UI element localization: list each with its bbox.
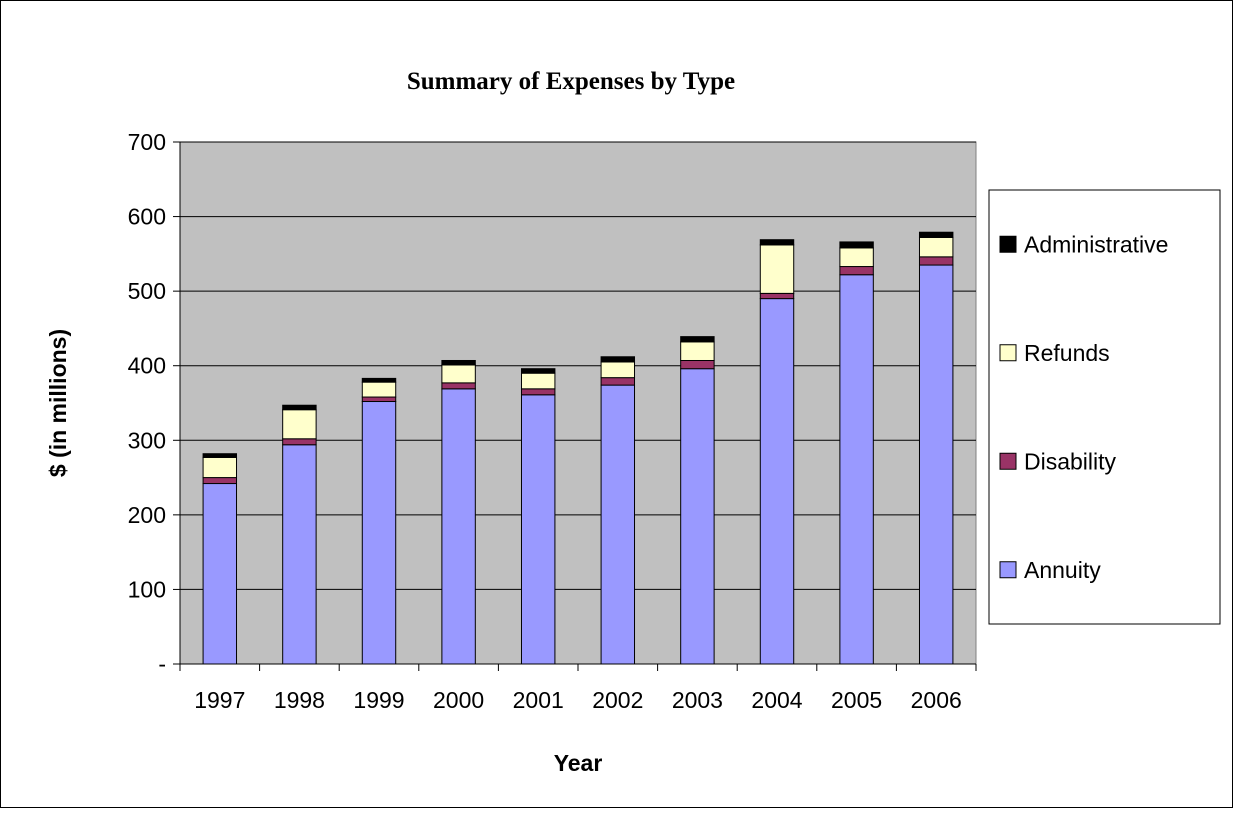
x-tick-label: 1998 bbox=[274, 687, 325, 713]
bar-segment-administrative-1998 bbox=[282, 404, 317, 411]
bar-segment-refunds-2001 bbox=[520, 372, 556, 390]
bar-segment-annuity-2005 bbox=[839, 274, 874, 665]
bar-segment-administrative-2003 bbox=[680, 336, 715, 343]
y-axis-label: $ (in millions) bbox=[45, 329, 71, 477]
bar-segment-refunds-1997 bbox=[202, 456, 238, 479]
x-ticks: 1997 1998 1999 2000 2001 2002 2003 2004 2005 2006 bbox=[179, 664, 977, 713]
bar-segment-refunds-2004 bbox=[759, 244, 795, 294]
legend: Administrative Refunds Disability Annuity bbox=[999, 231, 1168, 583]
x-tick-label: 2001 bbox=[513, 687, 564, 713]
bar-segment-disability-2006 bbox=[918, 256, 954, 266]
bar-segment-administrative-1999 bbox=[361, 377, 397, 383]
y-tick-label: 600 bbox=[128, 204, 166, 230]
bar-segment-refunds-1999 bbox=[361, 381, 397, 398]
bar-segment-annuity-2004 bbox=[759, 298, 795, 665]
legend-swatch-refunds bbox=[999, 344, 1017, 362]
bar-segment-disability-2002 bbox=[600, 377, 636, 386]
bar-segment-refunds-2006 bbox=[918, 236, 954, 258]
x-axis-label: Year bbox=[554, 750, 603, 776]
legend-label-annuity: Annuity bbox=[1024, 557, 1101, 583]
bar-segment-administrative-2000 bbox=[441, 359, 476, 366]
bar-segment-administrative-2001 bbox=[520, 368, 556, 374]
legend-swatch-administrative bbox=[999, 235, 1017, 253]
bar-segment-annuity-2002 bbox=[600, 384, 636, 665]
legend-label-disability: Disability bbox=[1024, 448, 1117, 474]
bar-segment-annuity-1997 bbox=[202, 483, 238, 665]
bar-segment-administrative-2006 bbox=[918, 231, 954, 238]
bar-segment-disability-1999 bbox=[361, 396, 397, 403]
x-tick-label: 2005 bbox=[831, 687, 882, 713]
bar-segment-refunds-1998 bbox=[282, 409, 317, 440]
legend-box bbox=[988, 189, 1221, 625]
bar-segment-refunds-2005 bbox=[839, 247, 874, 268]
y-tick-label: 500 bbox=[128, 278, 166, 304]
bars bbox=[202, 231, 954, 665]
y-tick-label: 700 bbox=[128, 129, 166, 155]
legend-label-refunds: Refunds bbox=[1024, 340, 1110, 366]
bar-segment-disability-1998 bbox=[282, 438, 317, 446]
legend-swatch-annuity bbox=[999, 561, 1017, 579]
bar-segment-disability-2000 bbox=[441, 382, 476, 390]
bar-segment-administrative-2005 bbox=[839, 241, 874, 249]
y-tick-label: 200 bbox=[128, 502, 166, 528]
bar-segment-refunds-2000 bbox=[441, 364, 476, 384]
bar-segment-disability-2005 bbox=[839, 266, 874, 276]
bar-segment-administrative-1997 bbox=[202, 453, 238, 458]
y-ticks: - 100 200 300 400 500 600 700 bbox=[128, 129, 180, 677]
y-tick-label: - bbox=[158, 651, 166, 677]
x-tick-label: 1999 bbox=[353, 687, 404, 713]
legend-swatch-disability bbox=[999, 452, 1017, 470]
y-tick-label: 300 bbox=[128, 427, 166, 453]
y-tick-label: 400 bbox=[128, 353, 166, 379]
y-tick-label: 100 bbox=[128, 576, 166, 602]
bar-segment-annuity-2001 bbox=[520, 394, 556, 665]
x-tick-label: 2003 bbox=[672, 687, 723, 713]
chart-title: Summary of Expenses by Type bbox=[407, 68, 735, 95]
bar-segment-disability-2003 bbox=[680, 359, 715, 370]
x-tick-label: 2000 bbox=[433, 687, 484, 713]
bar-segment-annuity-1998 bbox=[282, 444, 317, 665]
bar-segment-administrative-2002 bbox=[600, 356, 636, 363]
bar-segment-refunds-2003 bbox=[680, 341, 715, 361]
x-tick-label: 2002 bbox=[592, 687, 643, 713]
bar-segment-administrative-2004 bbox=[759, 239, 795, 246]
bar-segment-annuity-2003 bbox=[680, 368, 715, 665]
x-tick-label: 1997 bbox=[194, 687, 245, 713]
x-tick-label: 2004 bbox=[751, 687, 802, 713]
bar-segment-refunds-2002 bbox=[600, 361, 636, 379]
legend-label-administrative: Administrative bbox=[1024, 231, 1168, 257]
x-tick-label: 2006 bbox=[911, 687, 962, 713]
bar-segment-annuity-2006 bbox=[918, 264, 954, 665]
bar-segment-disability-1997 bbox=[202, 477, 238, 485]
bar-segment-annuity-1999 bbox=[361, 401, 397, 665]
bar-segment-annuity-2000 bbox=[441, 388, 476, 665]
bar-segment-disability-2004 bbox=[759, 292, 795, 300]
bar-segment-disability-2001 bbox=[520, 388, 556, 396]
